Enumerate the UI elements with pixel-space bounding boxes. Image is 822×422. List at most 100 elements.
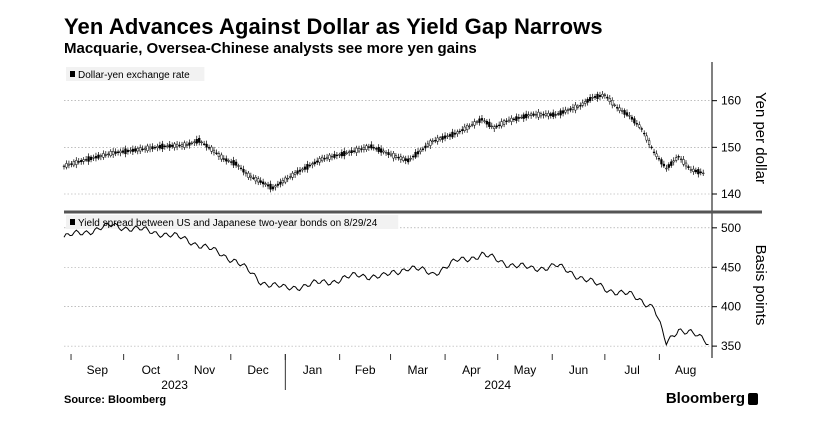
candle-body — [603, 94, 607, 96]
candle-body — [507, 119, 511, 122]
candle-body — [367, 146, 371, 148]
candle-body — [559, 110, 562, 116]
candle-body — [687, 166, 690, 168]
candle-body — [264, 183, 267, 185]
candle-body — [330, 155, 334, 158]
candle-body — [257, 178, 260, 183]
candle-body — [320, 156, 324, 162]
candle-body — [210, 146, 213, 152]
candle-body — [202, 143, 206, 145]
candle-body — [274, 185, 277, 188]
candle-body — [252, 177, 255, 179]
candle-body — [72, 161, 75, 166]
candle-body — [456, 131, 459, 135]
candle-body — [116, 151, 120, 153]
candle-body — [338, 154, 341, 156]
candle-body — [193, 141, 196, 143]
candle-body — [266, 184, 270, 187]
candle-body — [168, 144, 171, 148]
candle-body — [370, 144, 373, 149]
candle-body — [107, 153, 110, 156]
candle-body — [104, 154, 107, 156]
candle-body — [557, 113, 560, 115]
candle-body — [109, 151, 112, 156]
candle-body — [161, 143, 164, 150]
candle-body — [419, 149, 422, 152]
candle-body — [80, 160, 83, 163]
candle-body — [377, 147, 380, 152]
candle-body — [493, 126, 496, 129]
candle-body — [574, 104, 577, 111]
candle-body — [316, 160, 319, 163]
candle-body — [461, 129, 464, 132]
candle-body — [166, 145, 169, 147]
candle-body — [638, 124, 641, 128]
candle-body — [421, 148, 425, 150]
x-month-label: Oct — [142, 363, 161, 377]
yield-spread-line — [63, 222, 709, 347]
x-month-label: Aug — [675, 363, 696, 377]
legend-label: Yield spread between US and Japanese two… — [78, 218, 378, 229]
candle-body — [699, 171, 702, 174]
candle-body — [360, 148, 363, 150]
candle-body — [357, 147, 361, 152]
candle-body — [97, 154, 100, 159]
candle-body — [244, 172, 248, 174]
candle-body — [151, 146, 154, 150]
candle-body — [343, 151, 346, 157]
x-year-label: 2023 — [161, 378, 188, 390]
candle-body — [554, 114, 557, 116]
candle-body — [424, 145, 427, 149]
x-month-label: Sep — [87, 363, 109, 377]
candle-body — [355, 147, 358, 153]
chart: 140 150 160 Yen per dollar Dollar-yen exchan… — [62, 62, 769, 390]
candle-body — [616, 107, 619, 109]
candle-body — [237, 165, 240, 167]
yield-spread-panel: 350 400 450 500 Basis points Yield spread bet… — [63, 210, 769, 358]
candle-body — [232, 160, 235, 166]
candle-body — [620, 110, 624, 112]
candle-body — [606, 96, 609, 99]
candle-body — [571, 107, 575, 110]
candle-body — [392, 152, 395, 159]
candle-body — [547, 112, 550, 117]
chart-subtitle: Macquarie, Oversea-Chinese analysts see … — [64, 40, 477, 57]
candle-body — [225, 158, 228, 162]
candle-body — [675, 157, 678, 161]
bloomberg-mark-icon — [748, 392, 758, 405]
candle-body — [399, 156, 402, 160]
candle-body — [576, 105, 579, 108]
candle-body — [569, 108, 572, 111]
candle-body — [301, 168, 304, 171]
candle-body — [608, 98, 611, 103]
candle-body — [139, 147, 142, 152]
candle-body — [564, 109, 567, 113]
x-month-label: Mar — [408, 363, 429, 377]
candle-body — [328, 154, 331, 160]
candle-body — [65, 163, 68, 168]
candle-body — [640, 128, 643, 130]
candle-body — [298, 169, 302, 172]
exchange-rate-panel: 140 150 160 Yen per dollar Dollar-yen exchan… — [62, 62, 769, 212]
candle-body — [129, 150, 132, 152]
candle-body — [596, 93, 599, 100]
candle-body — [630, 116, 634, 120]
candle-body — [581, 102, 584, 106]
legend-swatch — [70, 71, 75, 77]
candle-body — [375, 148, 378, 150]
candle-body — [512, 118, 516, 121]
x-month-label: Jan — [303, 363, 322, 377]
candle-body — [652, 151, 656, 154]
candle-body — [480, 118, 484, 121]
candle-body — [175, 143, 179, 148]
candle-body — [156, 146, 159, 148]
candle-body — [448, 134, 452, 137]
candle-body — [190, 142, 193, 145]
candle-body — [291, 172, 294, 178]
candle-body — [306, 164, 309, 170]
candle-body — [490, 125, 493, 128]
candle-body — [131, 148, 134, 152]
candle-body — [692, 168, 695, 172]
candle-body — [239, 167, 243, 170]
candle-body — [200, 141, 203, 144]
